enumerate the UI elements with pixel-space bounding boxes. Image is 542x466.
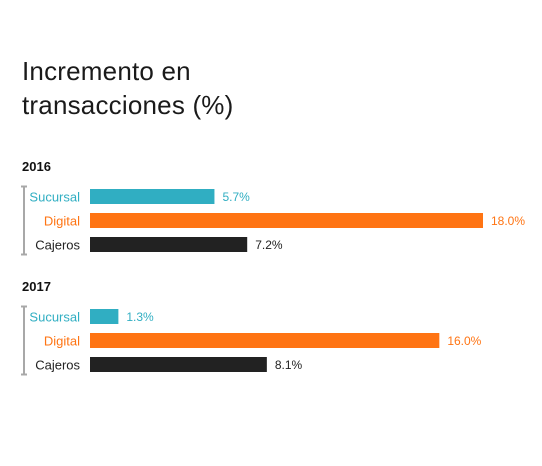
- value-label-digital-2016: 18.0%: [491, 214, 525, 228]
- value-label-digital-2017: 16.0%: [447, 334, 481, 348]
- bar-sucursal-2016: [90, 189, 215, 204]
- chart-title: Incremento en transacciones (%): [22, 54, 322, 122]
- group-label-2016: 2016: [22, 159, 51, 174]
- value-label-sucursal-2016: 5.7%: [222, 190, 250, 204]
- chart-title-line-1: Incremento en: [22, 56, 191, 86]
- value-label-cajeros-2017: 8.1%: [275, 358, 303, 372]
- category-label-digital-2016: Digital: [44, 214, 80, 229]
- category-label-cajeros-2017: Cajeros: [35, 358, 80, 373]
- group-label-2017: 2017: [22, 279, 51, 294]
- value-label-sucursal-2017: 1.3%: [126, 310, 154, 324]
- category-label-digital-2017: Digital: [44, 334, 80, 349]
- category-label-sucursal-2016: Sucursal: [29, 190, 80, 205]
- chart-title-line-2: transacciones (%): [22, 90, 234, 120]
- category-label-sucursal-2017: Sucursal: [29, 310, 80, 325]
- bar-digital-2017: [90, 333, 440, 348]
- category-label-cajeros-2016: Cajeros: [35, 238, 80, 253]
- bar-cajeros-2016: [90, 237, 248, 252]
- bar-digital-2016: [90, 213, 483, 228]
- value-label-cajeros-2016: 7.2%: [255, 238, 283, 252]
- bar-sucursal-2017: [90, 309, 119, 324]
- bar-cajeros-2017: [90, 357, 267, 372]
